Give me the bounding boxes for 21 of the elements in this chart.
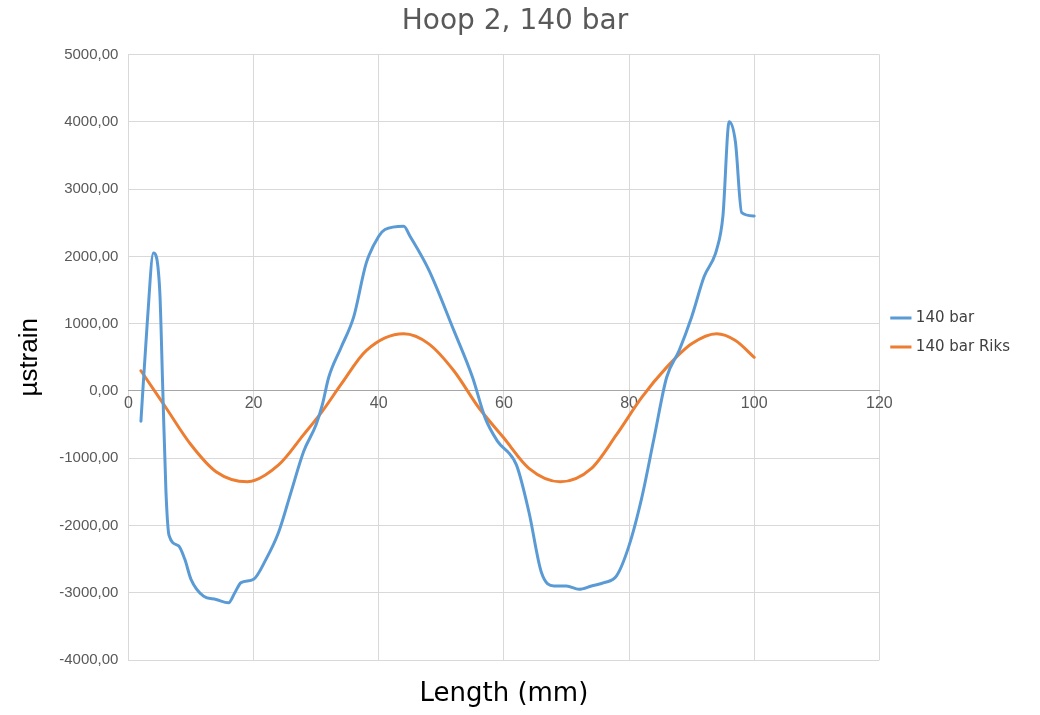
y-tick-label: -2000,00 [59, 515, 119, 533]
x-axis-title: Length (mm) [419, 676, 589, 707]
y-tick-label: 3000,00 [64, 179, 119, 197]
x-tick-label: 100 [740, 393, 768, 411]
y-tick-label: -3000,00 [59, 582, 119, 600]
y-axis-title: µstrain [12, 318, 43, 397]
y-tick-label: 1000,00 [64, 313, 119, 331]
x-tick-label: 60 [494, 393, 513, 411]
y-tick-label: 4000,00 [64, 112, 119, 130]
y-tick-label: 2000,00 [64, 246, 119, 264]
y-tick-label: 0,00 [89, 381, 119, 399]
x-tick-label: 120 [866, 393, 893, 411]
y-tick-label: -4000,00 [59, 650, 119, 668]
x-tick-label: 40 [369, 393, 388, 411]
chart-title: Hoop 2, 140 bar [401, 3, 629, 37]
y-tick-label: 5000,00 [64, 44, 119, 62]
y-tick-label: -1000,00 [59, 448, 119, 466]
legend-label: 140 bar [915, 307, 975, 326]
x-tick-label: 20 [244, 393, 263, 411]
x-tick-label: 0 [123, 393, 133, 411]
legend-label: 140 bar Riks [915, 336, 1011, 355]
